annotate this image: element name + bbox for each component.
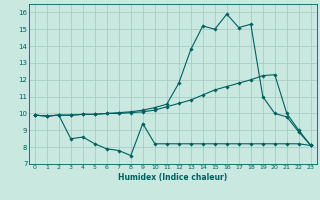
X-axis label: Humidex (Indice chaleur): Humidex (Indice chaleur): [118, 173, 228, 182]
